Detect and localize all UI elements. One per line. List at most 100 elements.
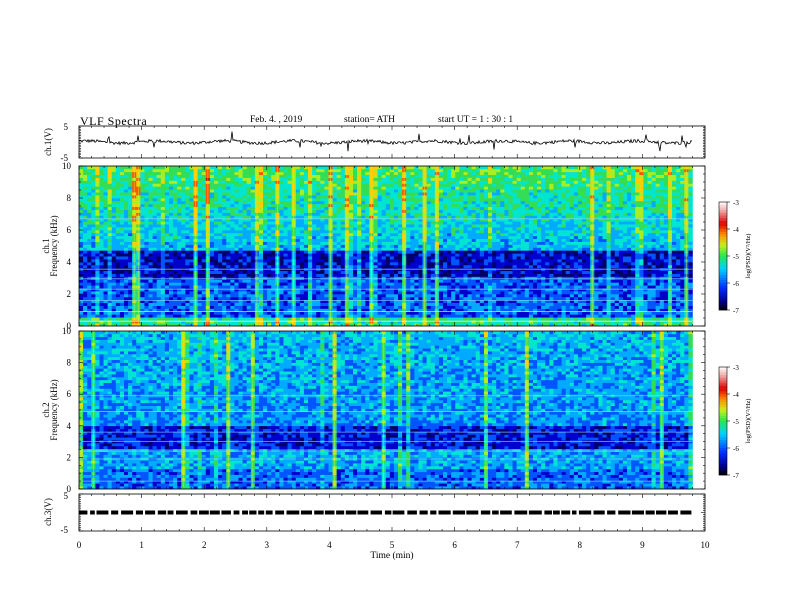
spectrogram-cell	[614, 291, 620, 295]
spectrogram-cell	[357, 317, 362, 321]
spectrogram-cell	[332, 320, 337, 324]
spectrogram-cell	[177, 302, 182, 306]
spectrogram-cell	[414, 250, 419, 254]
spectrogram-cell	[618, 241, 624, 245]
spectrogram-cell	[643, 305, 648, 309]
spectrogram-cell	[246, 276, 252, 280]
spectrogram-cell	[492, 253, 497, 257]
spectrogram-cell	[271, 291, 276, 295]
spectrogram-cell	[295, 241, 301, 245]
spectrogram-cell	[565, 285, 571, 289]
spectrogram-cell	[140, 259, 145, 263]
spectrogram-cell	[107, 232, 113, 237]
spectrogram-cell	[119, 296, 125, 301]
spectrogram-cell	[561, 317, 566, 321]
spectrogram-cell	[336, 299, 342, 304]
spectrogram-cell	[610, 232, 616, 237]
spectrogram-cell	[213, 262, 219, 266]
spectrogram-cell	[303, 253, 309, 257]
spectrogram-cell	[177, 232, 182, 237]
spectrogram-cell	[148, 264, 153, 269]
spectrogram-cell	[189, 308, 194, 312]
spectrogram-cell	[365, 270, 370, 274]
spectrogram-cell	[123, 285, 129, 289]
spectrogram-cell	[569, 270, 575, 274]
spectrogram-cell	[144, 264, 149, 269]
spectrogram-cell	[610, 299, 616, 304]
spectrogram-cell	[353, 311, 358, 315]
spectrogram-cell	[414, 305, 419, 309]
spectrogram-cell	[83, 230, 88, 234]
spectrogram-cell	[197, 305, 202, 309]
spectrogram-cell	[283, 232, 288, 237]
spectrogram-cell	[553, 262, 558, 266]
spectrogram-cell	[263, 238, 268, 242]
spectrogram-cell	[332, 262, 337, 266]
spectrogram-cell	[430, 273, 436, 277]
spectrogram-cell	[565, 317, 571, 321]
spectrogram-cell	[271, 259, 276, 263]
spectrogram-cell	[651, 288, 656, 292]
spectrogram-cell	[577, 273, 583, 277]
spectrogram-cell	[643, 288, 648, 292]
spectrogram-cell	[594, 279, 599, 283]
spectrogram-cell	[451, 276, 456, 280]
spectrogram-cell	[295, 247, 301, 251]
spectrogram-cell	[410, 238, 415, 242]
spectrogram-cell	[614, 232, 620, 237]
spectrogram-cell	[582, 314, 587, 318]
spectrogram-cell	[565, 273, 571, 277]
spectrogram-cell	[152, 317, 158, 321]
spectrogram-cell	[316, 302, 321, 306]
spectrogram-cell	[561, 288, 566, 292]
ch1-waveform-ticks	[78, 125, 706, 159]
spectrogram-cell	[111, 256, 117, 260]
spectrogram-cell	[524, 262, 530, 266]
spectrogram-cell	[303, 270, 309, 274]
spectrogram-cell	[496, 296, 501, 301]
spectrogram-cell	[242, 235, 247, 240]
spectrogram-cell	[111, 299, 117, 304]
spectrogram-cell	[303, 305, 309, 309]
spectrogram-cell	[455, 285, 460, 289]
spectrogram-cell	[430, 288, 436, 292]
spectrogram-cell	[119, 308, 125, 312]
spectrogram-cell	[222, 320, 227, 324]
spectrogram-cell	[663, 270, 669, 274]
spectrogram-cell	[303, 317, 309, 321]
spectrogram-cell	[238, 320, 243, 324]
spectrogram-cell	[181, 299, 186, 304]
spectrogram-cell	[197, 296, 202, 301]
spectrogram-cell	[487, 302, 493, 306]
spectrogram-cell	[582, 291, 587, 295]
spectrogram-cell	[128, 317, 133, 321]
spectrogram-cell	[144, 270, 149, 274]
spectrogram-cell	[111, 323, 117, 327]
spectrogram-cell	[361, 317, 366, 321]
spectrogram-cell	[520, 253, 526, 257]
spectrogram-cell	[598, 323, 603, 327]
spectrogram-cell	[532, 232, 538, 237]
spectrogram-cell	[377, 232, 382, 237]
spectrogram-cell	[471, 302, 477, 306]
spectrogram-cell	[168, 276, 174, 280]
spectrogram-cell	[263, 302, 268, 306]
spectrogram-cell	[144, 288, 149, 292]
spectrogram-cell	[410, 250, 415, 254]
spectrogram-cell	[324, 299, 329, 304]
spectrogram-cell	[299, 285, 305, 289]
spectrogram-cell	[455, 288, 460, 292]
spectrogram-cell	[226, 296, 231, 301]
spectrogram-cell	[639, 314, 644, 318]
spectrogram-cell	[222, 259, 227, 263]
spectrogram-cell	[303, 279, 309, 283]
spectrogram-cell	[443, 256, 448, 260]
spectrogram-cell	[168, 320, 174, 324]
spectrogram-cell	[197, 250, 202, 254]
spectrogram-cell	[209, 311, 215, 315]
spectrogram-cell	[410, 323, 415, 327]
spectrogram-cell	[622, 323, 628, 327]
spectrogram-cell	[299, 302, 305, 306]
spectrogram-cell	[643, 320, 648, 324]
spectrogram-cell	[447, 259, 452, 263]
